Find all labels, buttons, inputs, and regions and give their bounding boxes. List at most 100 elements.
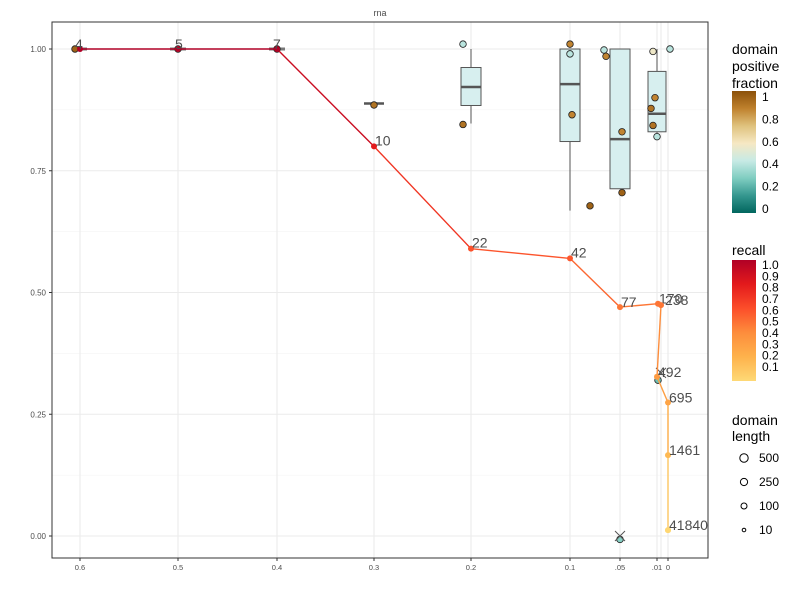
recall-tick-label: 0.1 xyxy=(762,360,779,374)
chart-title: rna xyxy=(373,8,386,18)
domain-point xyxy=(600,46,608,54)
domain-point xyxy=(616,535,624,544)
length-legend-label: 10 xyxy=(759,523,773,537)
recall-point xyxy=(567,255,573,262)
recall-point-label: 492 xyxy=(658,364,682,380)
domain-point xyxy=(649,47,657,56)
boxplot xyxy=(559,48,581,211)
fraction-tick-label: 0 xyxy=(762,202,769,216)
x-tick-label: 0.2 xyxy=(466,563,476,572)
domain-point xyxy=(666,45,674,53)
recall-point-label: 170 xyxy=(659,291,683,307)
y-tick-label: 0.75 xyxy=(30,167,46,176)
recall-tick-label: 0.7 xyxy=(762,292,779,306)
recall-point-label: 7 xyxy=(273,36,281,52)
boxplot-box xyxy=(647,70,667,133)
domain-point xyxy=(568,111,576,119)
domain-point xyxy=(618,128,626,136)
recall-point xyxy=(274,46,280,52)
recall-point-label: 22 xyxy=(472,235,488,251)
recall-point xyxy=(468,245,474,252)
length-legend-symbol xyxy=(741,527,747,533)
x-tick-label: 0.3 xyxy=(369,563,379,572)
length-legend-symbol xyxy=(739,477,749,487)
recall-tick-label: 0.2 xyxy=(762,349,779,363)
boxplots xyxy=(73,47,667,211)
legend: domainpositivefraction10.80.60.40.20reca… xyxy=(732,41,780,537)
axes: 0.00 0.25 0.50 0.75 1.00 0.6 0.5 0.4 0.3 0.2 0.1 .0… xyxy=(30,45,670,572)
recall-segment xyxy=(470,247,571,260)
legend-title: fraction xyxy=(732,75,778,91)
y-tick-label: 0.50 xyxy=(30,289,46,298)
recall-point xyxy=(654,373,660,380)
recall-point xyxy=(665,527,671,534)
recall-tick-label: 0.3 xyxy=(762,337,779,351)
y-tick-label: 0.25 xyxy=(30,410,46,419)
length-legend-symbol xyxy=(740,502,748,510)
domain-point xyxy=(566,40,574,48)
recall-segment xyxy=(373,145,472,250)
y-tick-label: 0.00 xyxy=(30,532,46,541)
recall-point xyxy=(665,399,671,406)
domain-point xyxy=(647,104,655,113)
recall-segment xyxy=(569,257,621,308)
recall-tick-label: 0.5 xyxy=(762,315,779,329)
recall-point-label: 695 xyxy=(669,390,693,406)
boxplot xyxy=(609,48,631,190)
recall-point-label: 4 xyxy=(75,36,83,52)
domain-point xyxy=(370,101,378,109)
domain-point xyxy=(459,120,467,129)
x-tick-label: 0.6 xyxy=(75,563,85,572)
x-tick-label: 0.4 xyxy=(272,563,282,572)
x-tick-label: .05 xyxy=(615,563,625,572)
boxplot xyxy=(647,49,667,137)
panel-background xyxy=(52,22,708,558)
fraction-tick-label: 0.8 xyxy=(762,112,779,126)
length-legend-symbol xyxy=(739,453,749,463)
y-tick-label: 1.00 xyxy=(30,45,46,54)
boxplot-box xyxy=(559,48,581,143)
length-legend-label: 500 xyxy=(759,451,779,465)
cross-marker xyxy=(614,530,626,542)
length-legend-label: 250 xyxy=(759,475,779,489)
recall-point xyxy=(175,46,181,52)
panel-border xyxy=(51,21,709,559)
plot-panel: 0.00 0.25 0.50 0.75 1.00 0.6 0.5 0.4 0.3 0.2 0.1 .0… xyxy=(30,21,709,572)
recall-point-label: 238 xyxy=(665,292,689,308)
legend-title: recall xyxy=(732,242,765,258)
domain-point xyxy=(653,132,661,141)
domain-point xyxy=(459,40,467,48)
recall-segment xyxy=(656,376,669,403)
recall-tick-label: 0.8 xyxy=(762,281,779,295)
recall-tick-label: 0.6 xyxy=(762,303,779,317)
boxplot-box xyxy=(609,48,631,190)
recall-point xyxy=(665,452,671,459)
domain-point xyxy=(618,188,626,197)
recall-point-label: 41840 xyxy=(669,517,708,533)
domain-point xyxy=(586,202,594,210)
fraction-tick-label: 0.4 xyxy=(762,157,779,171)
domain-point xyxy=(649,121,657,130)
fraction-tick-label: 0.6 xyxy=(762,135,779,149)
boxplot xyxy=(460,49,482,124)
recall-segment xyxy=(276,48,375,147)
length-legend-label: 100 xyxy=(759,499,779,513)
x-tick-label: .01 xyxy=(652,563,662,572)
recall-point xyxy=(77,46,83,52)
legend-title: length xyxy=(732,428,770,444)
recall-point-label: 1461 xyxy=(669,442,700,458)
x-tick-label: 0.5 xyxy=(173,563,183,572)
fraction-tick-label: 1 xyxy=(762,90,769,104)
fraction-colorbar xyxy=(732,91,756,213)
recall-tick-label: 0.4 xyxy=(762,326,779,340)
fraction-tick-label: 0.2 xyxy=(762,180,779,194)
recall-point xyxy=(371,143,377,150)
recall-point xyxy=(658,302,664,309)
legend-title: domain xyxy=(732,412,778,428)
recall-segment xyxy=(619,303,659,308)
recall-point-label: 77 xyxy=(621,294,637,310)
